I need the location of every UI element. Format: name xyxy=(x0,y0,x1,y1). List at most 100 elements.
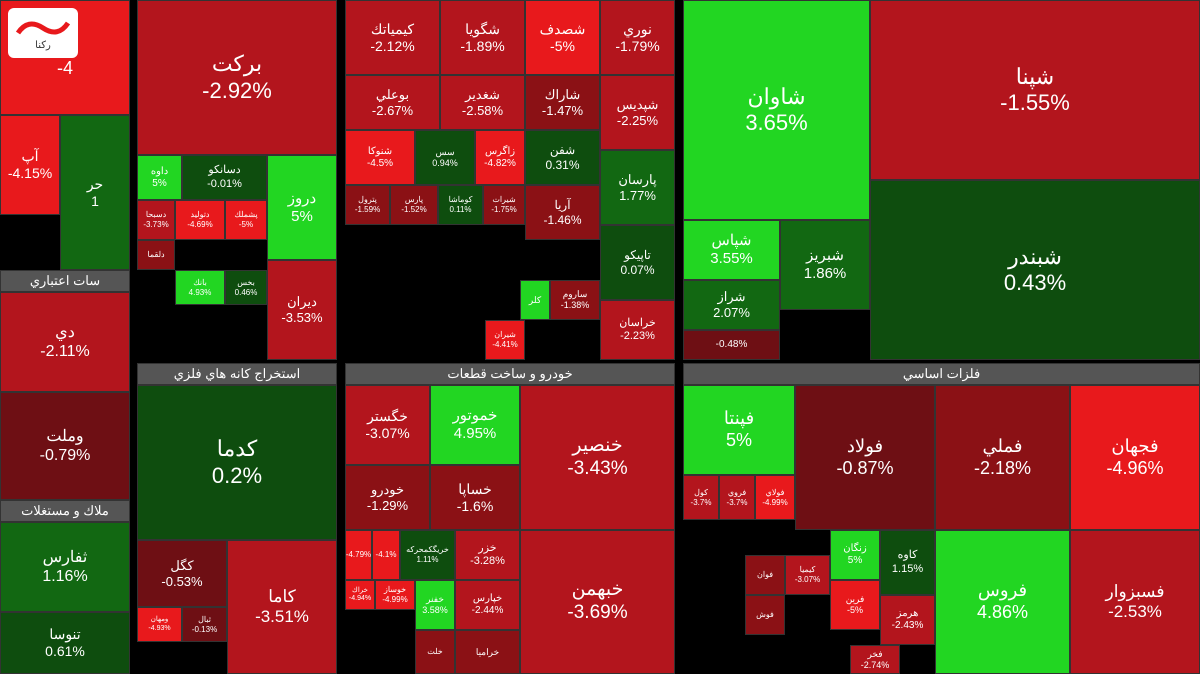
cell-value: -3.43% xyxy=(567,458,627,481)
treemap-cell[interactable]: دروز5% xyxy=(267,155,337,260)
treemap-cell[interactable]: خوساز-4.99% xyxy=(375,580,415,610)
treemap-cell[interactable]: خراميا xyxy=(455,630,520,674)
treemap-cell[interactable]: كول-3.7% xyxy=(683,475,719,520)
treemap-cell[interactable]: ثفارس1.16% xyxy=(0,522,130,612)
treemap-cell[interactable]: شاراك-1.47% xyxy=(525,75,600,130)
treemap-cell[interactable]: نوري-1.79% xyxy=(600,0,675,75)
treemap-cell[interactable]: شنوكا-4.5% xyxy=(345,130,415,185)
treemap-cell[interactable]: وملت-0.79% xyxy=(0,392,130,500)
cell-value: -2.25% xyxy=(617,113,658,129)
treemap-cell[interactable]: دي-2.11% xyxy=(0,292,130,392)
treemap-cell[interactable]: بركت-2.92% xyxy=(137,0,337,155)
treemap-cell[interactable]: خنصير-3.43% xyxy=(520,385,675,530)
treemap-cell[interactable]: شغدير-2.58% xyxy=(440,75,525,130)
treemap-cell[interactable]: فروس4.86% xyxy=(935,530,1070,674)
treemap-cell[interactable]: پارس-1.52% xyxy=(390,185,438,225)
treemap-cell[interactable]: -0.48% xyxy=(683,330,780,360)
treemap-cell[interactable]: فولاي-4.99% xyxy=(755,475,795,520)
treemap-cell[interactable]: فرين-5% xyxy=(830,580,880,630)
treemap-cell[interactable]: پارسان1.77% xyxy=(600,150,675,225)
cell-value: 0.61% xyxy=(45,643,85,660)
treemap-cell[interactable]: ساروم-1.38% xyxy=(550,280,600,320)
cell-name: ومهان xyxy=(151,616,169,624)
treemap-cell[interactable]: زاگرس-4.82% xyxy=(475,130,525,185)
treemap-cell[interactable]: دسبحا-3.73% xyxy=(137,200,175,240)
treemap-cell[interactable]: دتوليد-4.69% xyxy=(175,200,225,240)
treemap-cell[interactable]: بخس0.46% xyxy=(225,270,267,305)
treemap-cell[interactable]: خموتور4.95% xyxy=(430,385,520,465)
treemap-cell[interactable]: -4.1% xyxy=(372,530,400,580)
cell-value: -2.44% xyxy=(472,605,504,617)
treemap-cell[interactable]: سس0.94% xyxy=(415,130,475,185)
treemap-cell[interactable]: خساپا-1.6% xyxy=(430,465,520,530)
treemap-cell[interactable]: خراك-4.94% xyxy=(345,580,375,610)
treemap-cell[interactable]: فوش xyxy=(745,595,785,635)
treemap-cell[interactable]: پشملك-5% xyxy=(225,200,267,240)
treemap-cell[interactable]: كاما-3.51% xyxy=(227,540,337,674)
treemap-cell[interactable]: تاپيكو0.07% xyxy=(600,225,675,300)
treemap-cell[interactable]: ثبال-0.13% xyxy=(182,607,227,642)
treemap-cell[interactable]: شبريز1.86% xyxy=(780,220,870,310)
treemap-cell[interactable]: حر1 xyxy=(60,115,130,270)
cell-name: كول xyxy=(694,488,708,498)
treemap-cell[interactable]: دسانكو-0.01% xyxy=(182,155,267,200)
treemap-cell[interactable]: خبهمن-3.69% xyxy=(520,530,675,674)
treemap-cell[interactable]: فولاد-0.87% xyxy=(795,385,935,530)
treemap-cell[interactable]: فخر-2.74% xyxy=(850,645,900,674)
treemap-cell[interactable]: فسبزوار-2.53% xyxy=(1070,530,1200,674)
treemap-cell[interactable]: كيمياتك-2.12% xyxy=(345,0,440,75)
treemap-cell[interactable]: بانك4.93% xyxy=(175,270,225,305)
cell-name: نوري xyxy=(623,21,652,38)
treemap-cell[interactable]: شپديس-2.25% xyxy=(600,75,675,150)
treemap-cell[interactable]: داوه5% xyxy=(137,155,182,200)
cell-name: دي xyxy=(55,323,75,342)
treemap-cell[interactable]: شصدف-5% xyxy=(525,0,600,75)
treemap-cell[interactable]: فپنتا5% xyxy=(683,385,795,475)
treemap-cell[interactable]: كگل-0.53% xyxy=(137,540,227,607)
treemap-cell[interactable]: هرمز-2.43% xyxy=(880,595,935,645)
treemap-cell[interactable]: شبندر0.43% xyxy=(870,180,1200,360)
treemap-cell[interactable]: دلقما xyxy=(137,240,175,270)
treemap-cell[interactable]: خريگكمحركه1.11% xyxy=(400,530,455,580)
treemap-cell[interactable]: شفن0.31% xyxy=(525,130,600,185)
treemap-cell[interactable]: خراسان-2.23% xyxy=(600,300,675,360)
treemap-cell[interactable]: -4.79% xyxy=(345,530,372,580)
treemap-cell[interactable]: خودرو-1.29% xyxy=(345,465,430,530)
treemap-cell[interactable]: شيرات-1.75% xyxy=(483,185,525,225)
treemap-cell[interactable]: كوماشا0.11% xyxy=(438,185,483,225)
treemap-cell[interactable]: آريا-1.46% xyxy=(525,185,600,240)
cell-value: 0.07% xyxy=(620,263,654,277)
treemap-cell[interactable]: كاوه1.15% xyxy=(880,530,935,595)
treemap-cell[interactable]: خگستر-3.07% xyxy=(345,385,430,465)
cell-value: 0.2% xyxy=(212,463,262,489)
treemap-cell[interactable]: زنگان5% xyxy=(830,530,880,580)
treemap-cell[interactable]: شپاس3.55% xyxy=(683,220,780,280)
treemap-cell[interactable]: كدما0.2% xyxy=(137,385,337,540)
treemap-cell[interactable]: ومهان-4.93% xyxy=(137,607,182,642)
treemap-cell[interactable]: آپ-4.15% xyxy=(0,115,60,215)
treemap-cell[interactable]: فروي-3.7% xyxy=(719,475,755,520)
treemap-cell[interactable]: كيميا-3.07% xyxy=(785,555,830,595)
treemap-cell[interactable]: شراز2.07% xyxy=(683,280,780,330)
treemap-cell[interactable]: فملي-2.18% xyxy=(935,385,1070,530)
treemap-cell[interactable]: فوان xyxy=(745,555,785,595)
cell-value: 1.15% xyxy=(892,563,923,576)
treemap-cell[interactable]: خزر-3.28% xyxy=(455,530,520,580)
cell-value: -4.41% xyxy=(492,340,517,350)
treemap-cell[interactable]: خپارس-2.44% xyxy=(455,580,520,630)
cell-name: شغدير xyxy=(465,87,500,103)
treemap-cell[interactable]: خفنر3.58% xyxy=(415,580,455,630)
treemap-cell[interactable]: شپنا-1.55% xyxy=(870,0,1200,180)
treemap-cell[interactable]: خلت xyxy=(415,630,455,674)
treemap-cell[interactable]: پترول-1.59% xyxy=(345,185,390,225)
treemap-cell[interactable]: ديران-3.53% xyxy=(267,260,337,360)
treemap-cell[interactable]: فجهان-4.96% xyxy=(1070,385,1200,530)
cell-name: پترول xyxy=(358,195,377,205)
treemap-cell[interactable]: تنوسا0.61% xyxy=(0,612,130,674)
treemap-cell[interactable]: بوعلي-2.67% xyxy=(345,75,440,130)
treemap-cell[interactable]: كلر xyxy=(520,280,550,320)
treemap-cell[interactable]: شيران-4.41% xyxy=(485,320,525,360)
treemap-cell[interactable]: شگويا-1.89% xyxy=(440,0,525,75)
cell-value: -0.53% xyxy=(161,574,202,590)
treemap-cell[interactable]: شاوان3.65% xyxy=(683,0,870,220)
